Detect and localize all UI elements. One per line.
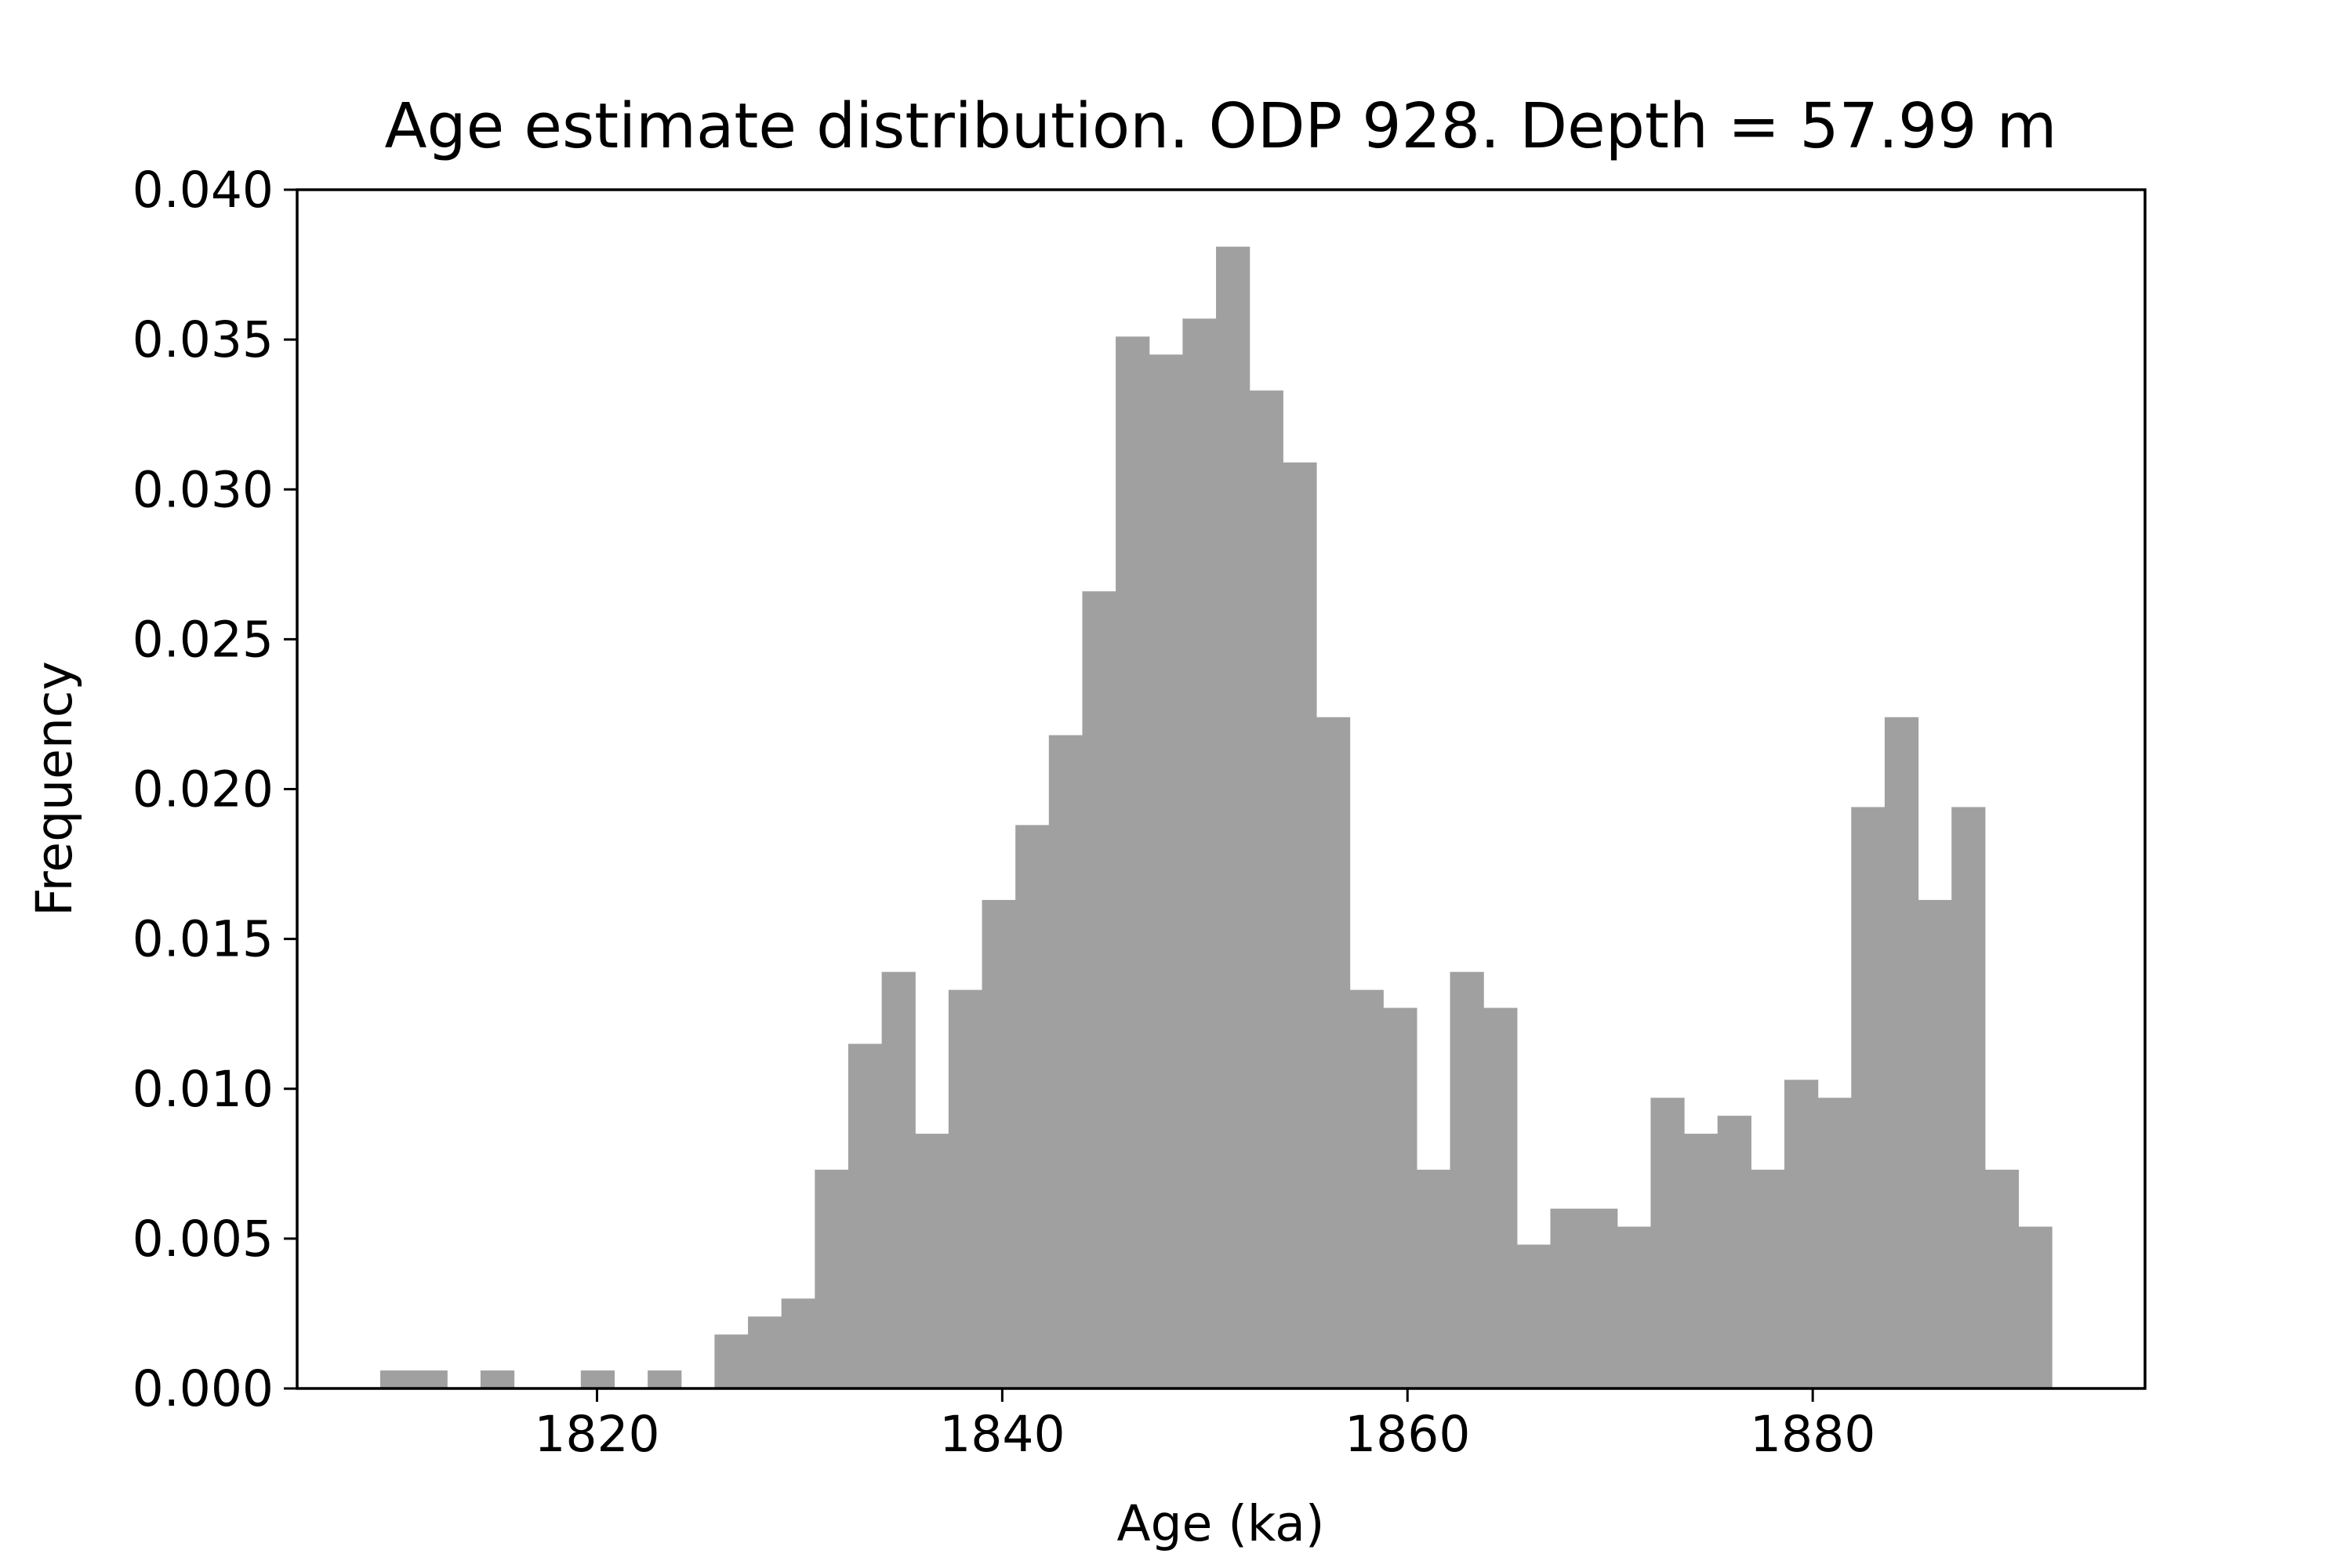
histogram-bar <box>748 1316 782 1388</box>
histogram-bar <box>1249 390 1283 1388</box>
histogram-bar <box>982 899 1016 1388</box>
histogram-bar <box>1116 336 1150 1388</box>
chart-title: Age estimate distribution. ODP 928. Dept… <box>384 90 2056 162</box>
x-tick-label: 1860 <box>1345 1406 1470 1463</box>
histogram-bar <box>1082 591 1116 1388</box>
histogram-bar <box>1048 735 1083 1388</box>
histogram-bar <box>2018 1226 2053 1388</box>
histogram-bar <box>1584 1208 1618 1388</box>
histogram-bar <box>480 1370 515 1388</box>
x-tick-label: 1820 <box>534 1406 659 1463</box>
histogram-bar <box>1918 899 1952 1388</box>
histogram-bar <box>781 1298 815 1388</box>
histogram-bar <box>1951 807 1986 1388</box>
y-axis-label: Frequency <box>26 661 83 916</box>
y-tick-label: 0.020 <box>132 761 274 818</box>
y-tick-label: 0.025 <box>132 611 274 668</box>
histogram-bar <box>1751 1169 1785 1388</box>
x-axis-ticks: 1820 1840 1860 1880 <box>534 1388 1875 1463</box>
histogram-bar <box>714 1334 749 1388</box>
histogram-bar <box>1450 971 1484 1388</box>
histogram-bar <box>1483 1007 1518 1388</box>
x-tick-label: 1840 <box>939 1406 1065 1463</box>
x-axis-label: Age (ka) <box>1116 1495 1324 1552</box>
histogram-bar <box>413 1370 448 1388</box>
histogram-bar <box>1216 246 1250 1388</box>
histogram-bar <box>1851 807 1886 1388</box>
histogram-bar <box>1349 989 1384 1388</box>
histogram-bar <box>1316 717 1351 1388</box>
histogram-bar <box>1383 1007 1417 1388</box>
histogram-bar <box>1884 717 1919 1388</box>
histogram-bar <box>1684 1134 1719 1388</box>
histogram-bar <box>1283 462 1317 1388</box>
histogram-bar <box>915 1134 949 1388</box>
histogram-bar <box>948 989 983 1388</box>
histogram-bar <box>881 971 916 1388</box>
y-tick-label: 0.010 <box>132 1061 274 1118</box>
histogram-bar <box>848 1044 883 1388</box>
histogram-bar <box>1984 1169 2020 1388</box>
y-tick-label: 0.030 <box>132 461 274 518</box>
histogram-bars <box>379 246 2053 1388</box>
histogram-bar <box>1650 1098 1685 1388</box>
histogram-bar <box>815 1169 849 1388</box>
histogram-bar <box>1416 1169 1451 1388</box>
y-tick-label: 0.005 <box>132 1210 274 1268</box>
y-axis-ticks: 0.000 0.005 0.010 0.015 0.020 0.025 0.030 0.035… <box>132 162 297 1417</box>
histogram-bar <box>379 1370 415 1388</box>
histogram-bar <box>1617 1226 1651 1388</box>
histogram-bar <box>580 1370 615 1388</box>
histogram-bar <box>1182 318 1217 1388</box>
y-tick-label: 0.015 <box>132 911 274 968</box>
y-tick-label: 0.040 <box>132 162 274 219</box>
x-tick-label: 1880 <box>1750 1406 1875 1463</box>
y-tick-label: 0.000 <box>132 1360 274 1417</box>
histogram-bar <box>1516 1244 1552 1388</box>
histogram-bar <box>1550 1208 1584 1388</box>
histogram-bar <box>1817 1098 1852 1388</box>
histogram-bar <box>1717 1116 1751 1388</box>
histogram-bar <box>1015 825 1050 1388</box>
histogram-bar <box>1149 354 1183 1388</box>
histogram-bar <box>648 1370 682 1388</box>
histogram-bar <box>1784 1080 1819 1388</box>
y-tick-label: 0.035 <box>132 311 274 368</box>
